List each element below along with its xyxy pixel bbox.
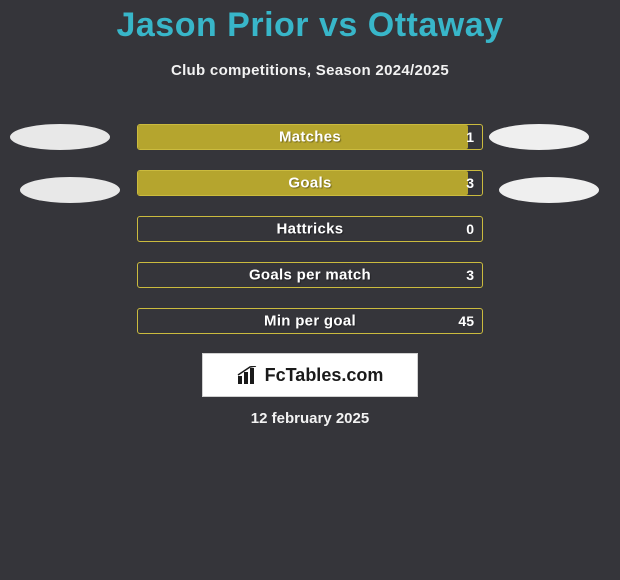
stat-row: Hattricks0 — [137, 216, 483, 242]
stat-value: 0 — [466, 221, 474, 237]
stat-value: 45 — [458, 313, 474, 329]
player-left-marker-1 — [10, 124, 110, 150]
date-label: 12 february 2025 — [0, 410, 620, 427]
player-right-marker-2 — [499, 177, 599, 203]
stat-value: 1 — [466, 129, 474, 145]
stat-label: Min per goal — [138, 313, 482, 330]
bars-icon — [237, 366, 259, 384]
stat-label: Matches — [138, 129, 482, 146]
stat-label: Goals per match — [138, 267, 482, 284]
stat-label: Hattricks — [138, 221, 482, 238]
stat-row: Goals per match3 — [137, 262, 483, 288]
comparison-infographic: Jason Prior vs Ottaway Club competitions… — [0, 0, 620, 580]
stat-value: 3 — [466, 267, 474, 283]
player-right-marker-1 — [489, 124, 589, 150]
page-subtitle: Club competitions, Season 2024/2025 — [0, 62, 620, 79]
stat-label: Goals — [138, 175, 482, 192]
stat-row: Matches1 — [137, 124, 483, 150]
stat-row: Min per goal45 — [137, 308, 483, 334]
stat-row: Goals3 — [137, 170, 483, 196]
brand-badge[interactable]: FcTables.com — [202, 353, 418, 397]
stat-value: 3 — [466, 175, 474, 191]
page-title: Jason Prior vs Ottaway — [0, 6, 620, 45]
player-left-marker-2 — [20, 177, 120, 203]
brand-name: FcTables.com — [265, 365, 384, 386]
